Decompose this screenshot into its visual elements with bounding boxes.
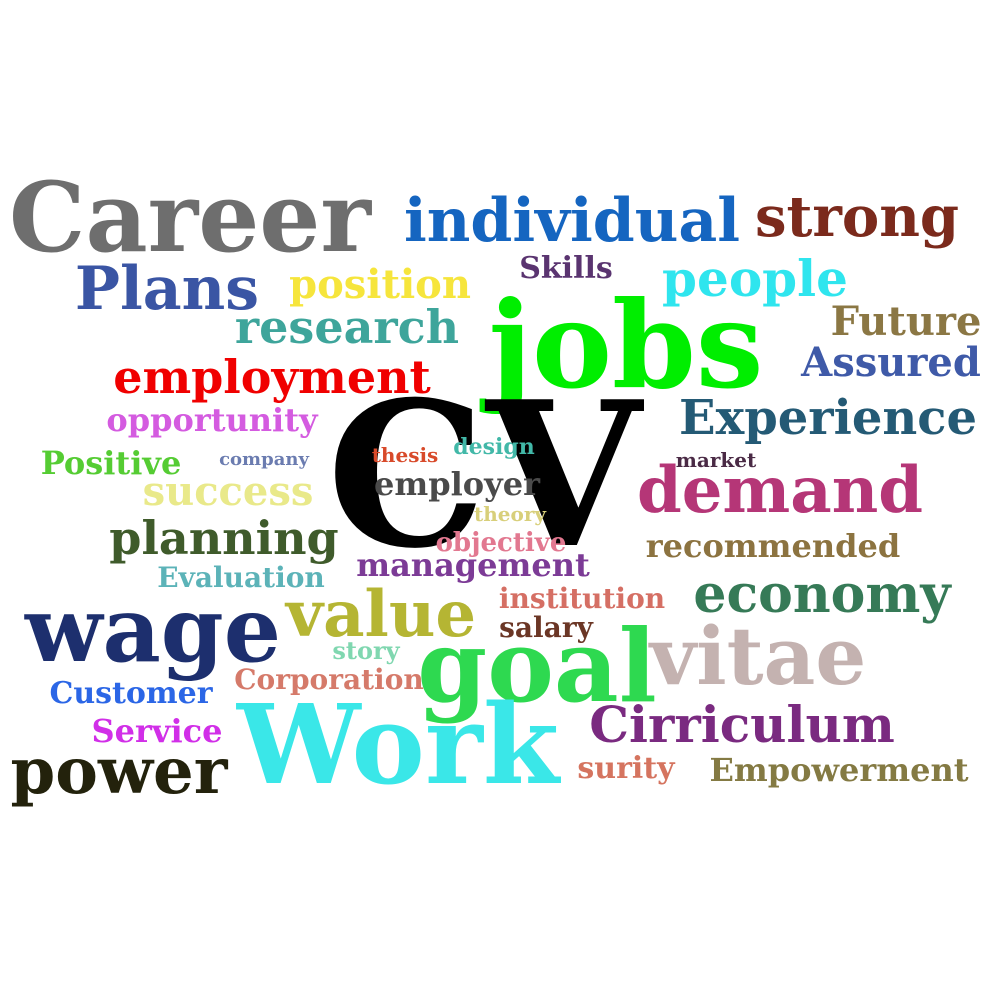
word-experience: Experience [678,390,978,446]
word-market: market [675,448,757,472]
word-people: people [662,249,848,308]
word-surity: surity [577,751,675,786]
word-thesis: thesis [371,443,439,467]
word-empowerment: Empowerment [709,751,969,789]
word-salary: salary [499,611,593,644]
word-work: Work [236,680,560,809]
word-individual: individual [403,186,741,256]
word-design: design [453,434,535,460]
word-position: position [289,261,471,308]
word-goal: goal [417,607,657,725]
word-planning: planning [109,511,339,565]
word-recommended: recommended [645,527,901,565]
word-institution: institution [498,582,666,615]
word-theory: theory [473,502,547,526]
word-future: Future [830,298,982,345]
word-value: value [285,577,477,652]
word-research: research [234,300,460,354]
word-jobs: jobs [488,275,764,416]
word-employer: employer [374,465,540,503]
word-positive: Positive [40,444,182,482]
word-corporation: Corporation [234,663,424,696]
word-skills: Skills [519,251,613,286]
word-management: management [356,546,590,584]
word-career: Career [9,161,371,274]
word-demand: demand [637,453,923,528]
word-story: story [332,636,400,665]
word-strong: strong [754,184,960,250]
word-wage: wage [25,577,281,683]
word-customer: Customer [49,676,213,711]
word-company: company [219,449,309,470]
word-objective: objective [435,528,567,558]
word-employment: employment [113,350,431,404]
word-vitae: vitae [649,609,867,703]
word-opportunity: opportunity [106,401,318,439]
word-economy: economy [693,564,951,625]
word-success: success [142,468,314,515]
word-assured: Assured [801,339,981,386]
word-cirriculum: Cirriculum [589,695,895,754]
word-power: power [10,734,228,809]
word-service: Service [91,712,223,750]
word-plans: Plans [74,254,260,324]
word-evaluation: Evaluation [157,561,325,594]
word-cv: CV [326,358,642,593]
